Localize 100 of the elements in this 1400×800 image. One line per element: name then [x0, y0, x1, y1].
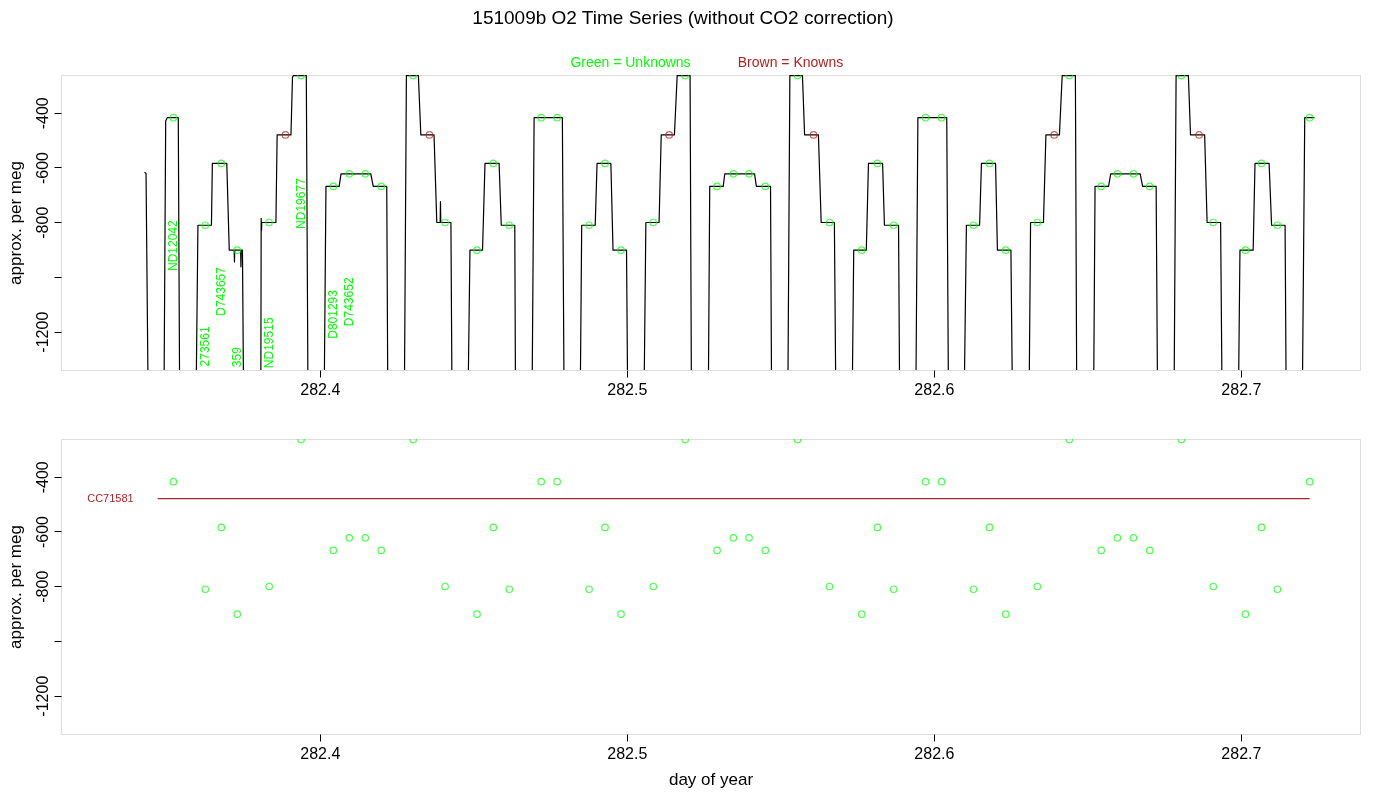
point [1273, 221, 1282, 230]
point [1145, 182, 1154, 191]
point [1241, 246, 1250, 254]
annotation: ND19515 [262, 317, 277, 369]
point [745, 169, 753, 178]
point [1273, 585, 1282, 594]
point [825, 582, 834, 591]
point [809, 131, 818, 139]
point [1113, 533, 1122, 542]
point [889, 221, 898, 230]
point [217, 523, 226, 532]
point [857, 246, 866, 254]
point [377, 182, 386, 191]
point [489, 523, 498, 532]
point [873, 523, 882, 532]
point [377, 546, 386, 555]
annotation: 273561 [198, 326, 213, 367]
y-tick-label: -800 [33, 570, 51, 603]
point [169, 477, 178, 486]
point [649, 218, 658, 227]
text: CC71581 [87, 491, 134, 504]
point [1257, 523, 1266, 532]
point [361, 169, 370, 178]
point [889, 585, 898, 594]
point [585, 221, 593, 230]
annotation: ND12042 [166, 220, 181, 272]
annotation: 359 [230, 346, 245, 368]
point [713, 182, 721, 191]
point [1001, 610, 1010, 618]
x-tick-label: 282.7 [1221, 380, 1262, 398]
y-tick-label: -400 [33, 97, 51, 130]
point [969, 585, 978, 594]
point [345, 533, 354, 542]
point [921, 113, 930, 122]
point [617, 610, 625, 618]
y-tick-label: -400 [33, 461, 51, 494]
point [1001, 246, 1010, 254]
point [1241, 610, 1250, 618]
point [921, 477, 930, 486]
text: Brown = Knowns [737, 54, 844, 70]
point [601, 159, 609, 168]
point [601, 523, 609, 532]
point [217, 159, 226, 168]
point [233, 610, 242, 618]
x-tick-label: 282.7 [1221, 744, 1262, 762]
point [713, 546, 721, 555]
point [1305, 477, 1314, 486]
annotation: D743657 [214, 266, 229, 316]
point [1113, 169, 1122, 178]
point [617, 246, 625, 254]
point [1033, 218, 1042, 227]
series-label: Green = Unknowns [570, 54, 691, 70]
annotation: D801293 [326, 289, 341, 339]
point [937, 477, 946, 486]
point [1257, 159, 1266, 168]
x-tick-label: 282.6 [914, 380, 955, 398]
point [281, 131, 290, 139]
point [345, 169, 354, 178]
point [1195, 131, 1203, 139]
x-axis-title: day of year [668, 769, 754, 789]
point [553, 477, 561, 486]
point [1145, 546, 1154, 555]
point [553, 113, 561, 122]
x-tick-label: 282.6 [914, 744, 955, 762]
point [745, 533, 753, 542]
point [761, 182, 770, 191]
point [265, 218, 273, 227]
x-tick-label: 282.5 [607, 380, 648, 398]
point [505, 221, 514, 230]
point [473, 610, 481, 618]
y-axis-title: approx. per meg [5, 525, 25, 649]
point [441, 582, 449, 591]
y-tick-label: -600 [33, 151, 51, 185]
point [825, 218, 834, 227]
point [1209, 582, 1218, 591]
point [729, 169, 738, 178]
chart-title: 151009b O2 Time Series (without CO2 correction) [472, 6, 894, 28]
point [761, 546, 770, 555]
x-tick-label: 282.5 [607, 744, 648, 762]
point [489, 159, 498, 168]
point [1129, 169, 1138, 178]
point [1209, 218, 1218, 227]
point [361, 533, 370, 542]
point [1129, 533, 1138, 542]
point [329, 182, 338, 191]
annotation: D743652 [342, 277, 357, 327]
point [505, 585, 514, 594]
point [985, 523, 994, 532]
annotation: ND19677 [294, 177, 309, 229]
point [985, 159, 994, 168]
point [585, 585, 593, 594]
point [441, 218, 449, 227]
point [201, 221, 210, 230]
point [537, 113, 546, 122]
point [473, 246, 481, 254]
point [169, 113, 178, 122]
point [937, 113, 946, 122]
point [233, 246, 242, 254]
point [873, 159, 882, 168]
point [425, 131, 434, 139]
